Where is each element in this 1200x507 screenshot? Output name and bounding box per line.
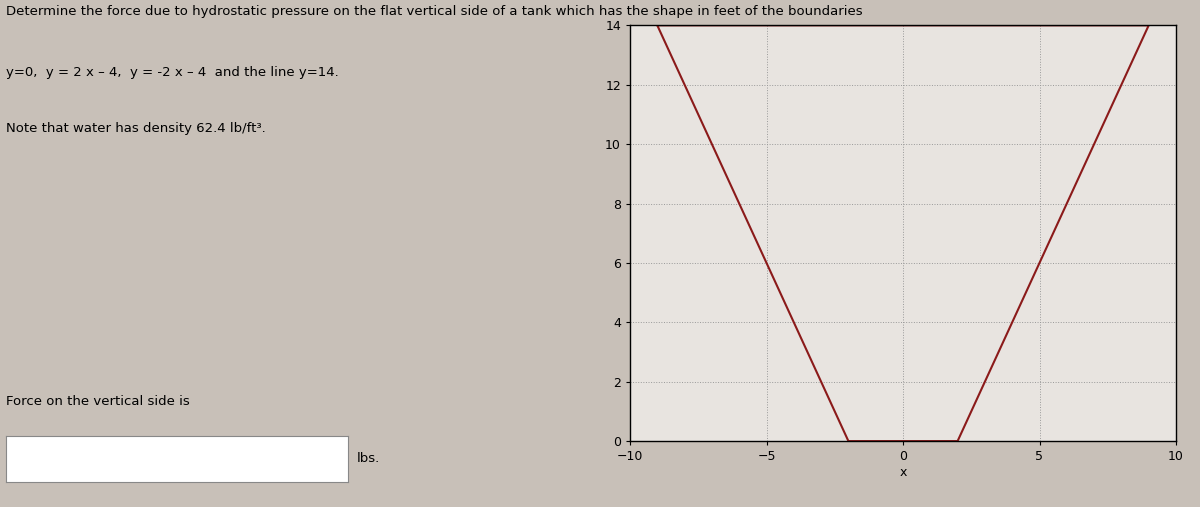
Text: Determine the force due to hydrostatic pressure on the flat vertical side of a t: Determine the force due to hydrostatic p… — [6, 5, 863, 18]
X-axis label: x: x — [899, 466, 907, 479]
Text: lbs.: lbs. — [356, 452, 379, 465]
Text: Note that water has density 62.4 lb/ft³.: Note that water has density 62.4 lb/ft³. — [6, 122, 265, 135]
Text: Force on the vertical side is: Force on the vertical side is — [6, 395, 190, 409]
Text: y=0,  y = 2 x – 4,  y = -2 x – 4  and the line y=14.: y=0, y = 2 x – 4, y = -2 x – 4 and the l… — [6, 66, 338, 79]
